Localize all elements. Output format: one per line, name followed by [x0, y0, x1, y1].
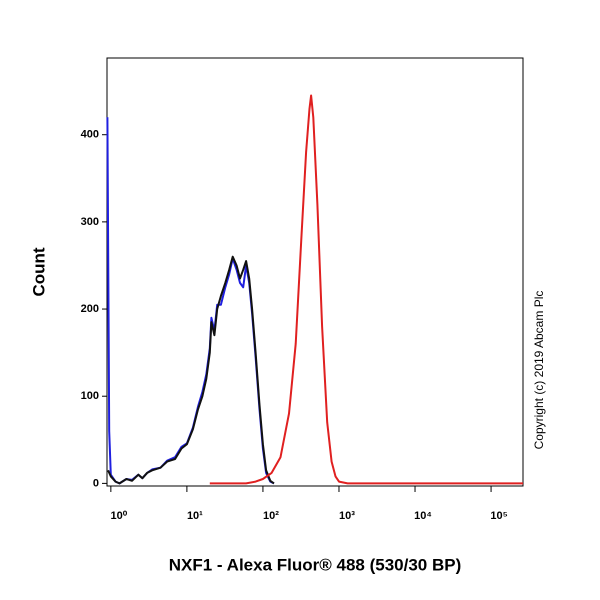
x-tick-label: 10³: [339, 510, 355, 522]
y-tick-label: 0: [93, 477, 99, 489]
series-line: [106, 117, 275, 485]
plot-frame: [106, 57, 524, 487]
series-line: [107, 255, 275, 485]
y-tick-label: 200: [81, 303, 99, 315]
x-tick-label: 10⁰: [111, 510, 128, 522]
series-line: [209, 94, 523, 485]
x-tick-label: 10²: [263, 510, 279, 522]
y-tick-label: 100: [81, 390, 99, 402]
copyright: Copyright (c) 2019 Abcam Plc: [532, 291, 546, 450]
x-tick-label: 10¹: [187, 510, 203, 522]
x-axis-label: NXF1 - Alexa Fluor® 488 (530/30 BP): [169, 555, 462, 574]
y-axis-label: Count: [29, 247, 48, 296]
x-tick-label: 10⁴: [414, 510, 432, 522]
y-tick-label: 300: [81, 216, 99, 228]
x-tick-label: 10⁵: [490, 510, 507, 522]
y-tick-label: 400: [81, 129, 99, 141]
